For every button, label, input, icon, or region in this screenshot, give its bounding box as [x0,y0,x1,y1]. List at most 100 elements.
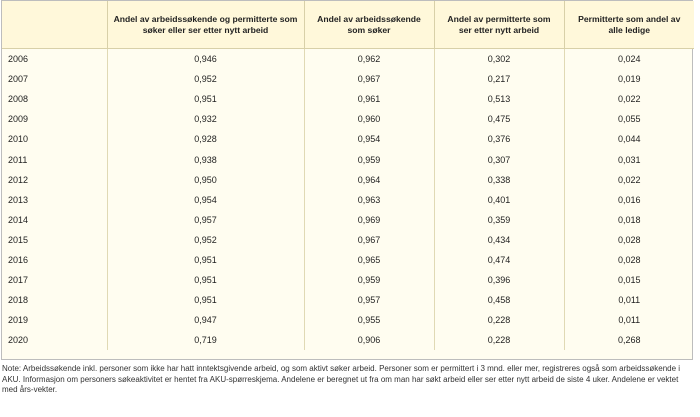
data-table-container: Andel av arbeidssøkende og permitterte s… [1,0,694,360]
value-cell: 0,959 [303,149,434,170]
value-cell: 0,338 [433,169,564,190]
year-cell: 2011 [8,154,28,165]
value-cell: 0,951 [106,290,304,311]
value-cell: 0,474 [433,249,564,271]
value-cell: 0,401 [433,189,564,210]
value-cell: 0,019 [563,69,694,90]
table-row: 2019 0,947 0,955 0,228 0,011 [2,310,694,331]
table-header: Andel av arbeidssøkende og permitterte s… [2,1,694,49]
value-cell: 0,434 [433,229,564,250]
value-cell: 0,957 [106,209,304,230]
value-cell: 0,967 [303,69,434,90]
table-row: 2013 0,954 0,963 0,401 0,016 [2,189,694,210]
value-cell: 0,959 [303,270,434,291]
value-cell: 0,964 [303,169,434,190]
value-cell: 0,228 [433,310,564,331]
value-cell: 0,947 [106,310,304,331]
table-row: 2016 0,951 0,965 0,474 0,028 [2,249,694,271]
value-cell: 0,268 [563,330,694,351]
value-cell: 0,938 [106,149,304,170]
table-row: 2008 0,951 0,961 0,513 0,022 [2,89,694,110]
value-cell: 0,967 [303,229,434,250]
year-cell: 2019 [8,315,29,326]
value-cell: 0,022 [563,89,694,110]
year-cell: 2016 [8,254,29,265]
value-cell: 0,952 [106,69,304,90]
value-cell: 0,011 [563,310,694,331]
year-cell: 2015 [8,234,29,245]
table-row: 2014 0,957 0,969 0,359 0,018 [2,209,694,230]
value-cell: 0,396 [433,270,564,291]
value-cell: 0,359 [433,209,564,230]
table-row: 2006 0,946 0,962 0,302 0,024 [2,48,694,70]
year-cell: 2014 [8,214,29,225]
value-cell: 0,951 [106,249,304,271]
value-cell: 0,217 [433,69,564,90]
table-row: 2018 0,951 0,957 0,458 0,011 [2,290,694,311]
table-row: 2020 0,719 0,906 0,228 0,268 [2,330,694,351]
column-header: Andel av arbeidssøkende og permitterte s… [106,1,304,49]
value-cell: 0,018 [563,209,694,230]
value-cell: 0,028 [563,229,694,250]
value-cell: 0,960 [303,109,434,130]
table-row: 2009 0,932 0,960 0,475 0,055 [2,109,694,130]
value-cell: 0,961 [303,89,434,110]
year-cell: 2018 [8,295,29,306]
value-cell: 0,906 [303,330,434,351]
value-cell: 0,962 [303,48,434,70]
value-cell: 0,458 [433,290,564,311]
column-header: Andel av permitterte som ser etter nytt … [433,1,564,49]
value-cell: 0,954 [303,129,434,150]
table-row: 2012 0,950 0,964 0,338 0,022 [2,169,694,190]
year-cell: 2020 [8,335,29,346]
year-cell: 2007 [8,74,29,85]
year-cell: 2017 [8,275,29,286]
value-cell: 0,963 [303,189,434,210]
value-cell: 0,044 [563,129,694,150]
value-cell: 0,957 [303,290,434,311]
value-cell: 0,969 [303,209,434,230]
value-cell: 0,954 [106,189,304,210]
value-cell: 0,513 [433,89,564,110]
value-cell: 0,055 [563,109,694,130]
table-body: 2006 0,946 0,962 0,302 0,024 2007 0,952 0,967 0,… [2,48,694,351]
year-cell: 2009 [8,114,29,125]
value-cell: 0,965 [303,249,434,271]
year-column-header [2,1,107,49]
year-cell: 2008 [8,94,29,105]
value-cell: 0,952 [106,229,304,250]
value-cell: 0,307 [433,149,564,170]
value-cell: 0,719 [106,330,304,351]
year-cell: 2012 [8,174,29,185]
value-cell: 0,951 [106,89,304,110]
value-cell: 0,022 [563,169,694,190]
value-cell: 0,951 [106,270,304,291]
value-cell: 0,932 [106,109,304,130]
table-row: 2017 0,951 0,959 0,396 0,015 [2,270,694,291]
year-cell: 2010 [8,134,29,145]
header-row: Andel av arbeidssøkende og permitterte s… [2,1,694,49]
year-cell: 2013 [8,194,29,205]
value-cell: 0,946 [106,48,304,70]
table-row: 2007 0,952 0,967 0,217 0,019 [2,69,694,90]
table-row: 2015 0,952 0,967 0,434 0,028 [2,229,694,250]
column-header: Permitterte som andel av alle ledige [563,1,694,49]
value-cell: 0,028 [563,249,694,271]
value-cell: 0,928 [106,129,304,150]
value-cell: 0,376 [433,129,564,150]
table-row: 2011 0,938 0,959 0,307 0,031 [2,149,694,170]
value-cell: 0,024 [563,48,694,70]
column-header: Andel av arbeidssøkende som søker [303,1,434,49]
value-cell: 0,016 [563,189,694,210]
value-cell: 0,228 [433,330,564,351]
value-cell: 0,031 [563,149,694,170]
table-row: 2010 0,928 0,954 0,376 0,044 [2,129,694,150]
table-note: Note: Arbeidssøkende inkl. personer som … [2,364,681,395]
value-cell: 0,302 [433,48,564,70]
value-cell: 0,015 [563,270,694,291]
year-cell: 2006 [8,54,29,65]
data-table: Andel av arbeidssøkende og permitterte s… [2,1,694,351]
value-cell: 0,950 [106,169,304,190]
value-cell: 0,011 [563,290,694,311]
value-cell: 0,475 [433,109,564,130]
